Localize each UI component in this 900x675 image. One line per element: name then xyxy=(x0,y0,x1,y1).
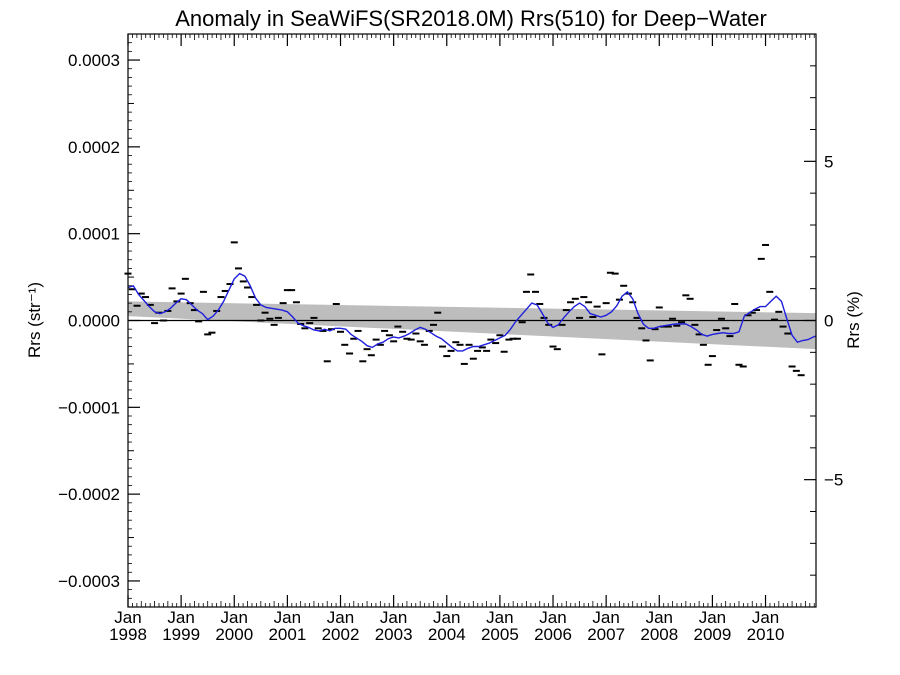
y2-tick-label: −5 xyxy=(824,471,843,490)
x-tick-month: Jan xyxy=(114,608,141,627)
trend-band-layer xyxy=(128,301,816,350)
y-tick-label: −0.0002 xyxy=(58,485,120,504)
x-tick-year: 2000 xyxy=(215,625,253,644)
x-tick-year: 2009 xyxy=(693,625,731,644)
x-tick-month: Jan xyxy=(274,608,301,627)
x-tick-year: 2001 xyxy=(268,625,306,644)
x-tick-month: Jan xyxy=(752,608,779,627)
x-tick-month: Jan xyxy=(486,608,513,627)
x-tick-month: Jan xyxy=(539,608,566,627)
smoothed-line-layer xyxy=(127,272,817,352)
x-tick-year: 2006 xyxy=(534,625,572,644)
y-axis-label: Rrs (str⁻¹) xyxy=(25,282,44,358)
x-tick-year: 1998 xyxy=(109,625,147,644)
trend-uncertainty-band xyxy=(128,301,816,350)
x-tick-year: 2003 xyxy=(375,625,413,644)
x-tick-year: 2004 xyxy=(428,625,466,644)
y2-axis-label: Rrs (%) xyxy=(844,291,863,349)
y-tick-label: 0.0000 xyxy=(68,312,120,331)
y-tick-label: −0.0001 xyxy=(58,398,120,417)
x-tick-month: Jan xyxy=(592,608,619,627)
x-tick-year: 2005 xyxy=(481,625,519,644)
x-tick-year: 2010 xyxy=(747,625,785,644)
x-tick-year: 2008 xyxy=(640,625,678,644)
x-tick-month: Jan xyxy=(327,608,354,627)
chart-title: Anomaly in SeaWiFS(SR2018.0M) Rrs(510) f… xyxy=(175,6,767,31)
axes-layer: 0.0003 0.0002 0.0001 0.0000 −0.0001 −0.0002 −0… xyxy=(58,33,843,644)
x-tick-year: 2002 xyxy=(322,625,360,644)
x-tick-year: 2007 xyxy=(587,625,625,644)
y-tick-label: 0.0003 xyxy=(68,51,120,70)
smoothed-anomaly-line xyxy=(127,272,817,352)
x-tick-month: Jan xyxy=(699,608,726,627)
y-tick-label: 0.0002 xyxy=(68,138,120,157)
x-tick-year: 1999 xyxy=(162,625,200,644)
x-tick-month: Jan xyxy=(167,608,194,627)
y2-tick-label: 5 xyxy=(824,152,833,171)
x-tick-month: Jan xyxy=(646,608,673,627)
y2-tick-label: 0 xyxy=(824,312,833,331)
x-tick-month: Jan xyxy=(433,608,460,627)
x-tick-month: Jan xyxy=(380,608,407,627)
y-tick-label: 0.0001 xyxy=(68,225,120,244)
y-tick-label: −0.0003 xyxy=(58,572,120,591)
x-tick-month: Jan xyxy=(221,608,248,627)
